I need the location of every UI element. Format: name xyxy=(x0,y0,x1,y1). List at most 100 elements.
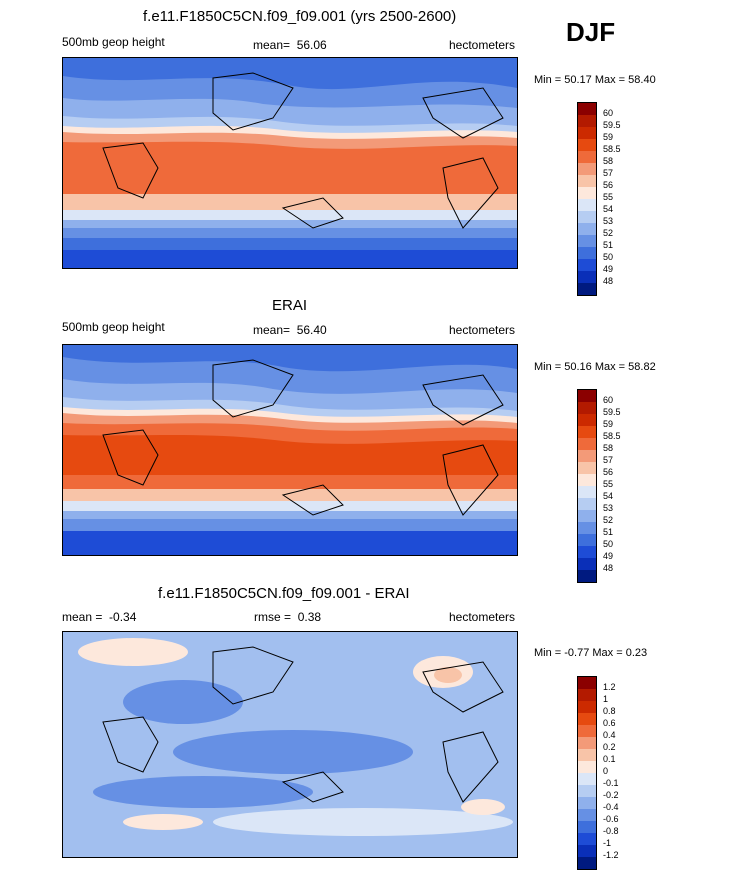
panel1-mean-value: 56.06 xyxy=(296,38,327,52)
colorbar-swatch xyxy=(578,534,596,546)
colorbar-swatch xyxy=(578,163,596,175)
colorbar-tick-label: 58.5 xyxy=(603,431,621,441)
panel2-units: hectometers xyxy=(449,323,516,337)
colorbar-tick-label: 50 xyxy=(603,539,614,549)
colorbar-tick-label: 56 xyxy=(603,467,614,477)
panel3-map xyxy=(62,631,518,858)
panel3-rmse-label: rmse = xyxy=(254,610,292,624)
colorbar-swatch xyxy=(578,259,596,271)
colorbar-tick-label: 54 xyxy=(603,204,614,214)
colorbar-tick-label: 52 xyxy=(603,515,614,525)
colorbar-swatch xyxy=(578,402,596,414)
panel3-mean: mean = -0.34 xyxy=(62,610,136,624)
colorbar-swatch xyxy=(578,235,596,247)
colorbar-swatch xyxy=(578,570,596,582)
colorbar-swatch xyxy=(578,211,596,223)
season-label: DJF xyxy=(566,17,616,47)
panel2-mean-value: 56.40 xyxy=(296,323,327,337)
colorbar-swatch xyxy=(578,821,596,833)
colorbar-tick-label: 0.2 xyxy=(603,742,616,752)
panel2-title: ERAI xyxy=(272,297,308,314)
panel2-colorbar xyxy=(577,389,597,583)
panel2-minmax: Min = 50.16 Max = 58.82 xyxy=(534,361,656,373)
panel3-colorbar xyxy=(577,676,597,870)
colorbar-swatch xyxy=(578,689,596,701)
panel1-mean-label: mean= xyxy=(253,38,291,52)
colorbar-swatch xyxy=(578,139,596,151)
panel1-map-svg xyxy=(63,58,517,268)
colorbar-swatch xyxy=(578,103,596,115)
colorbar-swatch xyxy=(578,797,596,809)
colorbar-swatch xyxy=(578,127,596,139)
colorbar-swatch xyxy=(578,247,596,259)
colorbar-swatch xyxy=(578,474,596,486)
colorbar-swatch xyxy=(578,749,596,761)
colorbar-swatch xyxy=(578,151,596,163)
colorbar-swatch xyxy=(578,223,596,235)
colorbar-tick-label: 54 xyxy=(603,491,614,501)
colorbar-tick-label: -0.6 xyxy=(603,814,619,824)
colorbar-tick-label: 49 xyxy=(603,264,614,274)
colorbar-tick-label: 58 xyxy=(603,156,614,166)
colorbar-tick-label: 49 xyxy=(603,551,614,561)
colorbar-swatch xyxy=(578,426,596,438)
colorbar-swatch xyxy=(578,833,596,845)
colorbar-swatch xyxy=(578,761,596,773)
colorbar-tick-label: 53 xyxy=(603,503,614,513)
colorbar-swatch xyxy=(578,809,596,821)
colorbar-tick-label: 58.5 xyxy=(603,144,621,154)
colorbar-tick-label: 59.5 xyxy=(603,407,621,417)
colorbar-swatch xyxy=(578,546,596,558)
panel3-units: hectometers xyxy=(449,610,516,624)
panel1-mean: mean= 56.06 xyxy=(253,38,327,52)
colorbar-swatch xyxy=(578,390,596,402)
panel3-rmse-value: 0.38 xyxy=(297,610,322,624)
colorbar-swatch xyxy=(578,701,596,713)
colorbar-tick-label: 0.1 xyxy=(603,754,616,764)
colorbar-swatch xyxy=(578,713,596,725)
colorbar-swatch xyxy=(578,438,596,450)
colorbar-tick-label: 1.2 xyxy=(603,682,616,692)
panel1-title: f.e11.F1850C5CN.f09_f09.001 (yrs 2500-26… xyxy=(143,8,457,25)
colorbar-swatch xyxy=(578,115,596,127)
panel3-rmse: rmse = 0.38 xyxy=(254,610,321,624)
colorbar-tick-label: -0.8 xyxy=(603,826,619,836)
colorbar-tick-label: 50 xyxy=(603,252,614,262)
colorbar-swatch xyxy=(578,283,596,295)
colorbar-tick-label: 0.6 xyxy=(603,718,616,728)
panel1-minmax: Min = 50.17 Max = 58.40 xyxy=(534,74,656,86)
colorbar-swatch xyxy=(578,522,596,534)
colorbar-tick-label: 48 xyxy=(603,563,614,573)
panel2-variable: 500mb geop height xyxy=(62,320,165,334)
colorbar-tick-label: -1.2 xyxy=(603,850,619,860)
colorbar-tick-label: 55 xyxy=(603,479,614,489)
colorbar-tick-label: -0.2 xyxy=(603,790,619,800)
colorbar-swatch xyxy=(578,498,596,510)
colorbar-tick-label: 55 xyxy=(603,192,614,202)
colorbar-swatch xyxy=(578,462,596,474)
colorbar-swatch xyxy=(578,845,596,857)
colorbar-tick-label: -0.1 xyxy=(603,778,619,788)
colorbar-swatch xyxy=(578,450,596,462)
panel3-minmax: Min = -0.77 Max = 0.23 xyxy=(534,647,648,659)
panel2-map-svg xyxy=(63,345,517,555)
colorbar-swatch xyxy=(578,175,596,187)
colorbar-tick-label: 59.5 xyxy=(603,120,621,130)
colorbar-tick-label: 56 xyxy=(603,180,614,190)
colorbar-tick-label: 0 xyxy=(603,766,609,776)
colorbar-swatch xyxy=(578,737,596,749)
colorbar-swatch xyxy=(578,414,596,426)
colorbar-tick-label: 53 xyxy=(603,216,614,226)
colorbar-tick-label: 51 xyxy=(603,527,614,537)
colorbar-tick-label: 59 xyxy=(603,419,614,429)
colorbar-swatch xyxy=(578,510,596,522)
colorbar-swatch xyxy=(578,187,596,199)
colorbar-tick-label: 0.4 xyxy=(603,730,616,740)
colorbar-tick-label: 60 xyxy=(603,395,614,405)
colorbar-swatch xyxy=(578,773,596,785)
panel3-map-svg xyxy=(63,632,517,857)
colorbar-tick-label: 48 xyxy=(603,276,614,286)
colorbar-tick-label: 1 xyxy=(603,694,609,704)
panel3-title: f.e11.F1850C5CN.f09_f09.001 - ERAI xyxy=(158,585,410,602)
colorbar-tick-label: -0.4 xyxy=(603,802,619,812)
